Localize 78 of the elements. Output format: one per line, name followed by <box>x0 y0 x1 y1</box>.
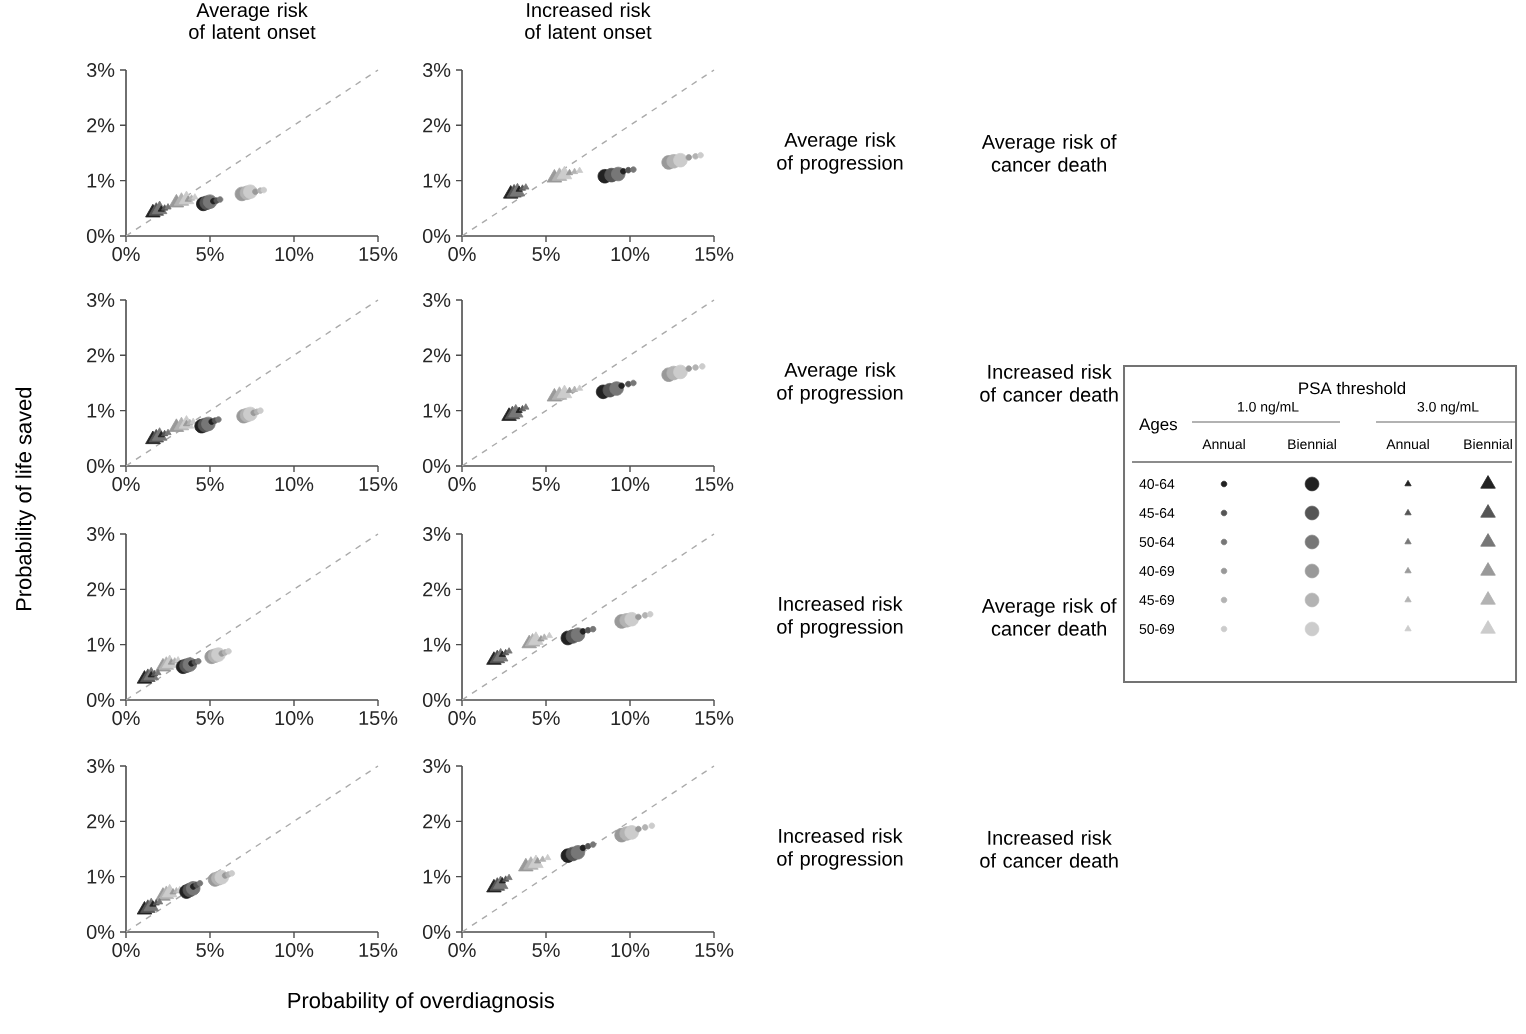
x-tick-label: 15% <box>695 477 734 492</box>
x-tick-label: 10% <box>275 943 314 958</box>
y-tick-label: 0% <box>422 458 451 474</box>
x-tick-label: 15% <box>359 247 398 262</box>
text: Average risk of progression <box>777 362 903 404</box>
x-tick-label: 10% <box>611 247 650 262</box>
y-tick-label: 1% <box>87 173 115 188</box>
text: Ages <box>1139 418 1178 434</box>
x-tick-label: 10% <box>611 943 650 958</box>
y-tick-label: 0% <box>86 924 115 940</box>
x-tick-label: 5% <box>532 477 560 492</box>
y-tick-label: 2% <box>423 348 451 363</box>
y-tick-label: 2% <box>87 118 115 133</box>
x-tick-label: 10% <box>611 477 650 492</box>
y-tick-label: 2% <box>423 814 451 829</box>
y-tick-label: 2% <box>423 118 451 133</box>
y-tick-label: 3% <box>422 526 451 542</box>
text: Average risk of progression <box>777 132 903 174</box>
x-tick-label: 10% <box>275 477 314 492</box>
y-tick-label: 1% <box>423 637 451 652</box>
x-tick-label: 0% <box>448 247 476 262</box>
y-tick-label: 1% <box>87 403 115 418</box>
y-tick-label: 2% <box>87 814 115 829</box>
chart-title: Increased risk of latent onset <box>525 2 652 39</box>
x-tick-label: 5% <box>532 247 560 262</box>
y-tick-label: 0% <box>422 228 451 244</box>
text: Average risk of cancer death <box>981 598 1117 636</box>
x-tick-label: 0% <box>448 477 476 492</box>
text: Increased risk of cancer death <box>980 364 1118 402</box>
text: Average risk of cancer death <box>981 134 1117 172</box>
y-tick-label: 1% <box>423 173 451 188</box>
x-tick-label: 15% <box>359 477 398 492</box>
x-tick-label: 5% <box>196 477 224 492</box>
x-tick-label: 0% <box>112 477 140 492</box>
y-tick-label: 3% <box>86 526 115 542</box>
y-tick-label: 3% <box>86 62 115 78</box>
x-tick-label: 5% <box>532 711 560 726</box>
y-tick-label: 2% <box>87 348 115 363</box>
x-tick-label: 15% <box>359 711 398 726</box>
x-tick-label: 5% <box>196 247 224 262</box>
x-tick-label: 5% <box>532 943 560 958</box>
y-tick-label: 3% <box>422 292 451 308</box>
y-tick-label: 0% <box>86 228 115 244</box>
legend-title: PSA threshold <box>1299 381 1406 395</box>
text: Increased risk of progression <box>777 828 903 870</box>
x-tick-label: 10% <box>611 711 650 726</box>
y-tick-label: 2% <box>87 582 115 597</box>
x-tick-label: 5% <box>196 711 224 726</box>
y-tick-label: 0% <box>422 692 451 708</box>
y-tick-label: 2% <box>423 582 451 597</box>
y-tick-label: 1% <box>423 869 451 884</box>
x-tick-label: 0% <box>112 943 140 958</box>
x-tick-label: 15% <box>695 711 734 726</box>
x-tick-label: 0% <box>448 711 476 726</box>
x-tick-label: 15% <box>695 943 734 958</box>
y-tick-label: 0% <box>422 924 451 940</box>
text: Increased risk of progression <box>777 596 903 638</box>
y-tick-label: 1% <box>87 869 115 884</box>
text: Increased risk of cancer death <box>980 830 1118 868</box>
chart-title: Average risk of latent onset <box>189 2 316 39</box>
y-tick-label: 3% <box>86 292 115 308</box>
x-tick-label: 15% <box>359 943 398 958</box>
x-tick-label: 5% <box>196 943 224 958</box>
x-tick-label: 15% <box>695 247 734 262</box>
y-tick-label: 0% <box>86 692 115 708</box>
y-tick-label: 1% <box>87 637 115 652</box>
x-tick-label: 10% <box>275 711 314 726</box>
x-tick-label: 0% <box>448 943 476 958</box>
y-tick-label: 3% <box>422 758 451 774</box>
y-tick-label: 1% <box>423 403 451 418</box>
x-tick-label: 10% <box>275 247 314 262</box>
y-axis-title: Probability of life saved <box>15 387 36 611</box>
x-tick-label: 0% <box>112 247 140 262</box>
y-tick-label: 3% <box>86 758 115 774</box>
x-axis-title: Probability of overdiagnosis <box>288 992 554 1013</box>
y-tick-label: 3% <box>422 62 451 78</box>
x-tick-label: 0% <box>112 711 140 726</box>
y-tick-label: 0% <box>86 458 115 474</box>
